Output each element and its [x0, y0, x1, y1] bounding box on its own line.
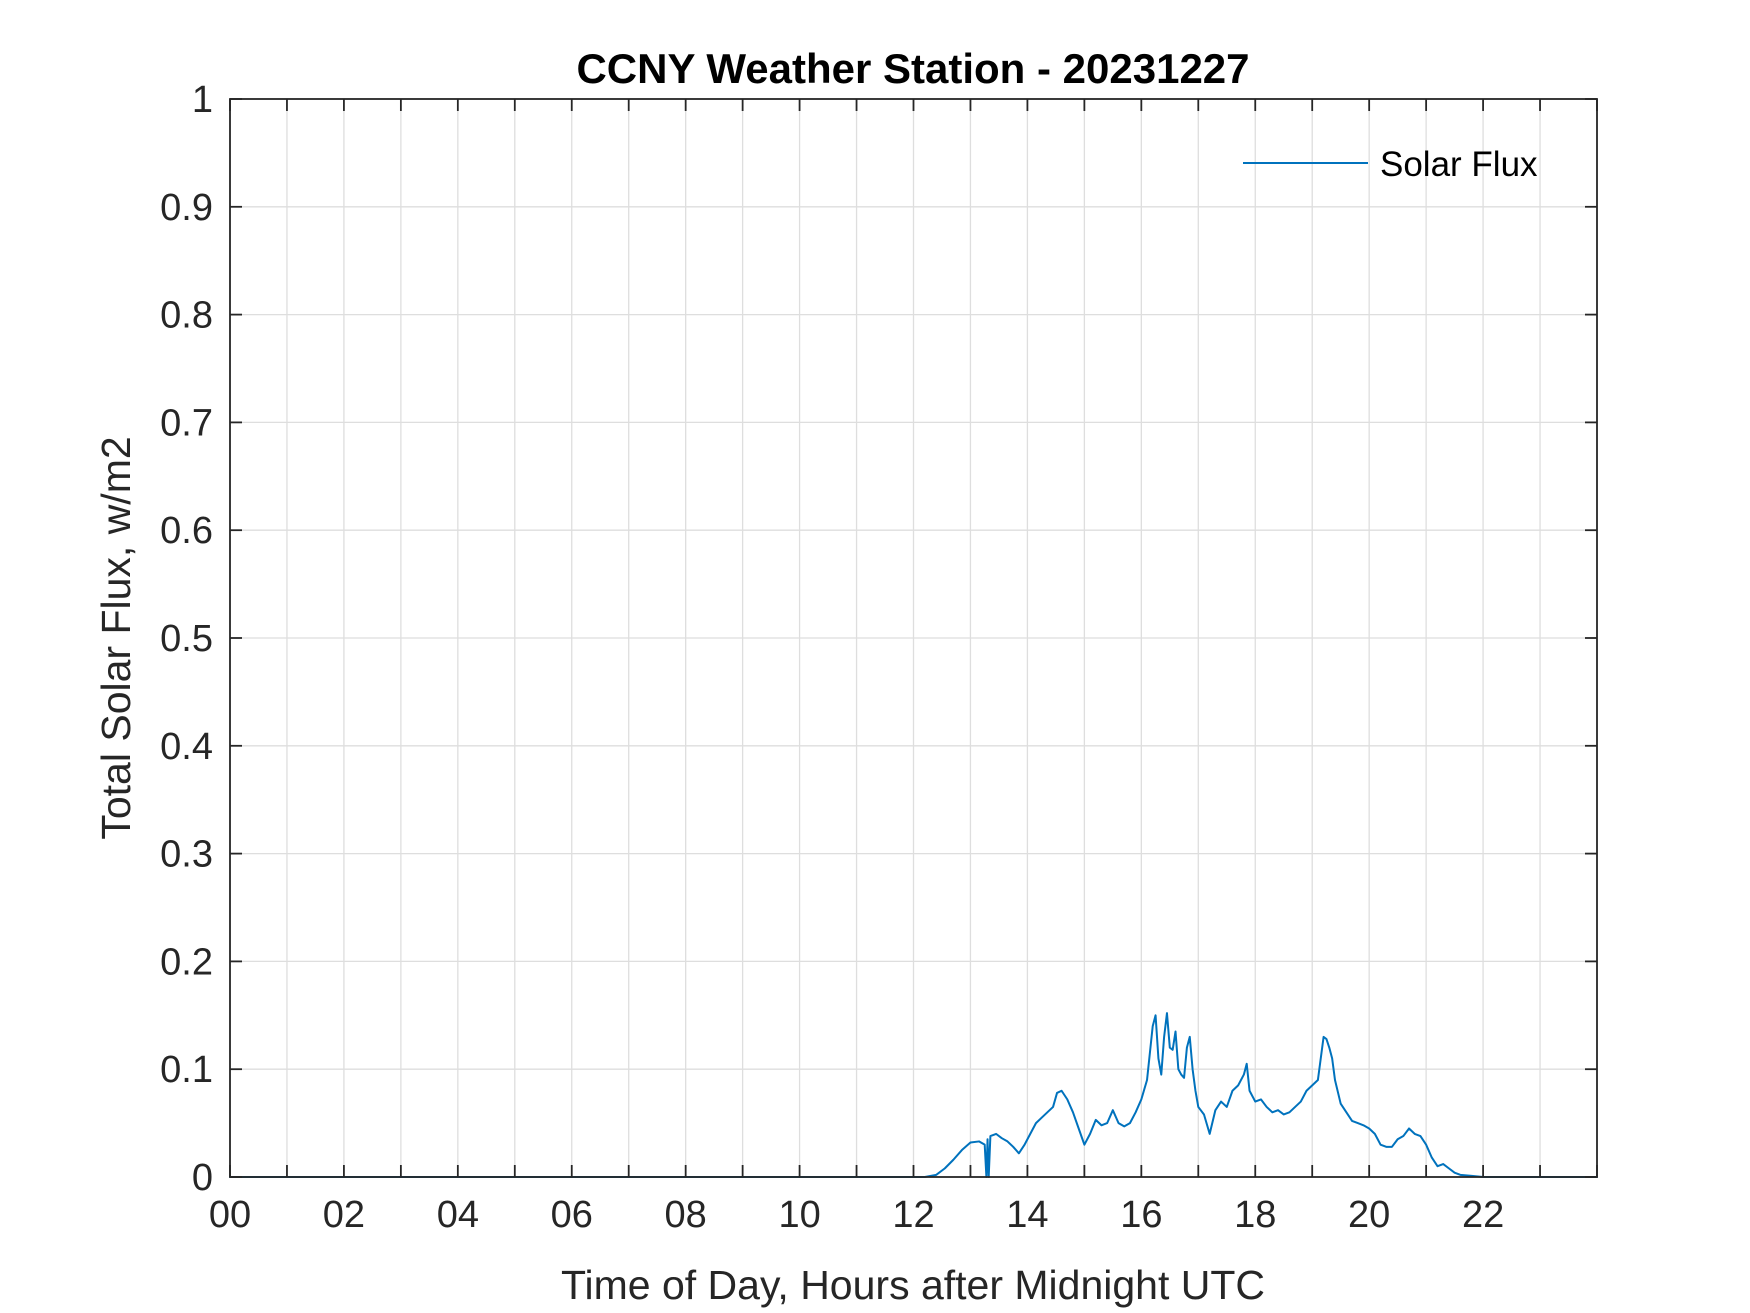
y-tick-label: 0.2: [160, 941, 213, 983]
chart-title: CCNY Weather Station - 20231227: [576, 45, 1249, 92]
x-tick-label: 00: [209, 1194, 251, 1236]
y-tick-label: 0.3: [160, 834, 213, 876]
grid: [229, 98, 1598, 1178]
x-tick-label: 08: [665, 1194, 707, 1236]
x-tick-label: 02: [323, 1194, 365, 1236]
legend-label-solar-flux: Solar Flux: [1380, 145, 1538, 184]
x-axis-label: Time of Day, Hours after Midnight UTC: [561, 1262, 1265, 1308]
y-tick-label: 0.5: [160, 618, 213, 660]
ticks: 00 02 04 06 08 10 12 14 16 18 20 22 0 0.1 0.2 0.3 0.4 0.5…: [160, 79, 1598, 1236]
x-tick-label: 14: [1006, 1194, 1048, 1236]
legend: Solar Flux: [1243, 145, 1538, 184]
x-tick-label: 10: [778, 1194, 820, 1236]
series-line-solar-flux: [229, 1012, 1598, 1178]
series-layer: [229, 1012, 1598, 1178]
x-tick-label: 18: [1234, 1194, 1276, 1236]
x-tick-label: 04: [437, 1194, 479, 1236]
y-tick-label: 0.6: [160, 510, 213, 552]
y-tick-label: 0.8: [160, 295, 213, 337]
x-tick-label: 22: [1462, 1194, 1504, 1236]
x-tick-label: 12: [892, 1194, 934, 1236]
x-tick-label: 06: [551, 1194, 593, 1236]
y-tick-label: 0: [192, 1157, 213, 1199]
y-tick-label: 0.9: [160, 187, 213, 229]
x-tick-label: 16: [1120, 1194, 1162, 1236]
y-tick-label: 0.1: [160, 1049, 213, 1091]
y-tick-label: 0.7: [160, 402, 213, 444]
x-tick-label: 20: [1348, 1194, 1390, 1236]
y-axis-label: Total Solar Flux, w/m2: [93, 436, 139, 839]
y-tick-label: 1: [192, 79, 213, 121]
y-tick-label: 0.4: [160, 726, 213, 768]
